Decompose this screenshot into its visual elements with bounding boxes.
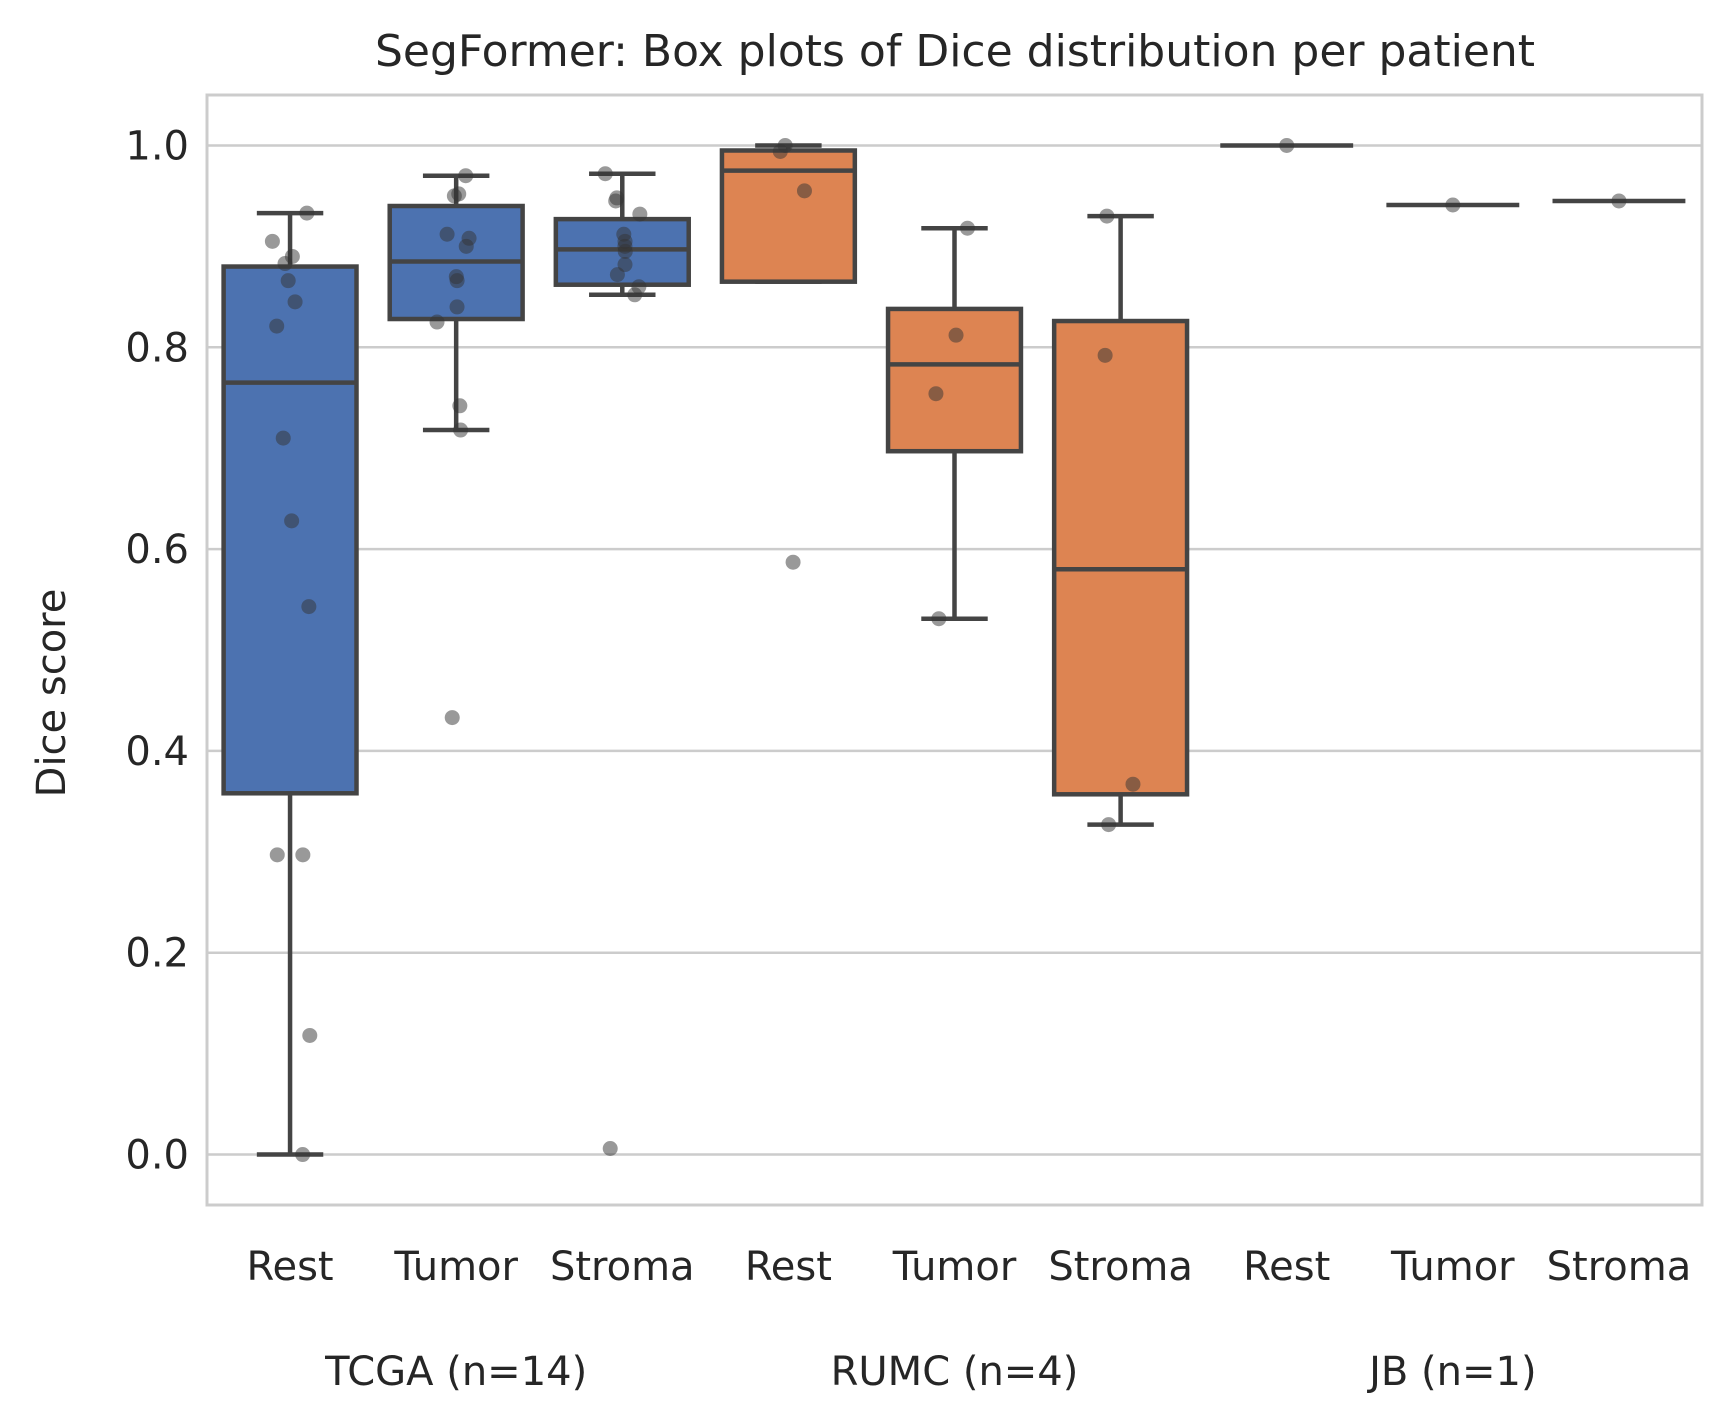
data-point <box>608 193 624 209</box>
data-point <box>269 318 285 334</box>
data-point <box>446 188 462 204</box>
y-tick-label: 0.0 <box>125 1133 189 1179</box>
box-4 <box>885 225 1024 621</box>
data-point <box>269 847 285 863</box>
group-label: RUMC (n=4) <box>831 1349 1079 1395</box>
data-point <box>796 183 812 199</box>
data-point <box>452 398 468 414</box>
box-0 <box>221 210 359 1157</box>
data-point <box>302 1027 318 1043</box>
x-tick-label: Rest <box>246 1244 333 1290</box>
data-point <box>632 206 648 222</box>
x-tick-label: Stroma <box>1547 1244 1692 1290</box>
data-point <box>444 710 460 726</box>
data-point <box>299 205 315 221</box>
data-point <box>1099 208 1115 224</box>
data-point <box>295 847 311 863</box>
x-tick-label: Tumor <box>892 1244 1017 1290</box>
data-point <box>264 233 280 249</box>
data-point <box>597 166 613 182</box>
data-point <box>458 238 474 254</box>
box-1 <box>387 173 525 433</box>
data-point <box>959 220 975 236</box>
data-point <box>772 144 788 160</box>
x-tick-label: Stroma <box>550 1244 695 1290</box>
group-labels: TCGA (n=14) RUMC (n=4) JB (n=1) <box>324 1349 1536 1395</box>
data-point <box>617 243 633 259</box>
data-point <box>429 314 445 330</box>
data-point <box>284 513 300 529</box>
y-axis-label: Dice score <box>29 589 75 798</box>
y-tick-label: 0.2 <box>125 931 189 977</box>
data-point <box>458 168 474 184</box>
data-point <box>453 422 469 438</box>
group-label: TCGA (n=14) <box>324 1349 587 1395</box>
x-tick-label: Tumor <box>393 1244 518 1290</box>
data-point <box>287 294 303 310</box>
data-point <box>785 554 801 570</box>
data-point <box>627 287 643 303</box>
data-point <box>602 1140 618 1156</box>
y-tick-label: 0.4 <box>125 729 189 775</box>
data-point <box>1611 193 1627 209</box>
data-points <box>264 137 1627 1163</box>
y-tick-label: 0.8 <box>125 325 189 371</box>
x-axis-ticks: Rest Tumor Stroma Rest Tumor Stroma Rest Tumor S… <box>246 1244 1691 1290</box>
data-point <box>301 599 317 615</box>
x-tick-label: Tumor <box>1390 1244 1515 1290</box>
x-tick-label: Rest <box>1243 1244 1330 1290</box>
box-3 <box>719 143 858 284</box>
data-point <box>275 430 291 446</box>
data-point <box>449 299 465 315</box>
data-point <box>1097 347 1113 363</box>
box-iqr <box>1051 318 1190 797</box>
plot-frame <box>205 93 1704 1207</box>
data-point <box>449 273 465 289</box>
data-point <box>295 1147 311 1163</box>
box-5 <box>1051 213 1190 827</box>
box-iqr <box>221 264 359 796</box>
group-label: JB (n=1) <box>1366 1349 1536 1395</box>
data-point <box>280 273 296 289</box>
x-tick-label: Rest <box>745 1244 832 1290</box>
chart-title: SegFormer: Box plots of Dice distributio… <box>375 26 1535 77</box>
x-tick-label: Stroma <box>1048 1244 1193 1290</box>
y-tick-label: 0.6 <box>125 527 189 573</box>
data-point <box>1101 817 1117 833</box>
data-point <box>1445 197 1461 213</box>
y-axis-ticks: 0.0 0.2 0.4 0.6 0.8 1.0 <box>125 123 189 1178</box>
data-point <box>1125 776 1141 792</box>
data-point <box>1279 137 1295 153</box>
data-point <box>277 256 293 272</box>
data-point <box>439 226 455 242</box>
data-point <box>928 386 944 402</box>
data-point <box>948 327 964 343</box>
data-point <box>931 611 947 627</box>
y-tick-label: 1.0 <box>125 123 189 169</box>
data-point <box>609 267 625 283</box>
box-series <box>221 143 1686 1157</box>
